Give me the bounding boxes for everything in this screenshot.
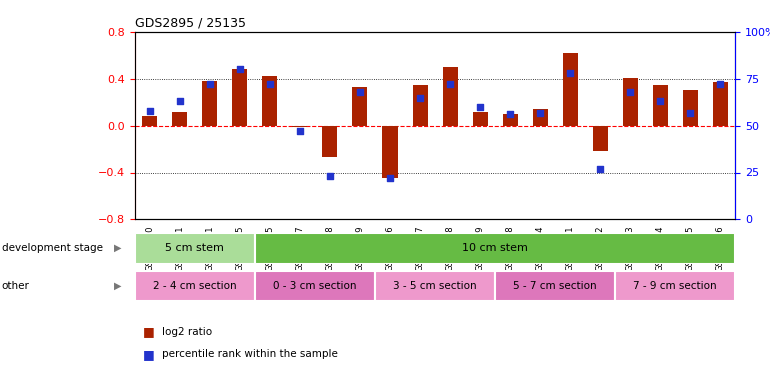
Bar (142, 116, 157, 126)
Text: percentile rank within the sample: percentile rank within the sample (162, 350, 337, 359)
Point (684, 110, 696, 116)
Point (654, 98, 666, 104)
Bar (563, 53, 578, 126)
Text: 10 cm stem: 10 cm stem (462, 243, 528, 254)
Bar (293, 126, 307, 127)
Point (534, 110, 547, 116)
Bar (233, 69, 247, 126)
Point (143, 108, 156, 114)
Text: 2 - 4 cm section: 2 - 4 cm section (153, 281, 236, 291)
Bar (413, 85, 427, 126)
Bar (323, 126, 337, 157)
Bar (135, 233, 255, 264)
Bar (533, 109, 547, 126)
Text: 7 - 9 cm section: 7 - 9 cm section (634, 281, 717, 291)
Bar (653, 85, 668, 126)
Point (474, 104, 487, 110)
Point (173, 98, 186, 104)
Point (504, 111, 516, 117)
Bar (615, 271, 735, 301)
Text: log2 ratio: log2 ratio (162, 327, 212, 337)
Point (234, 66, 246, 72)
Text: GDS2895 / 25135: GDS2895 / 25135 (135, 16, 246, 29)
Text: ■: ■ (142, 348, 154, 361)
Point (414, 94, 427, 100)
Bar (593, 126, 608, 152)
Point (715, 81, 727, 87)
Point (354, 89, 367, 95)
Text: development stage: development stage (2, 243, 102, 253)
Bar (683, 90, 698, 126)
Bar (443, 67, 457, 126)
Bar (375, 271, 495, 301)
Bar (172, 112, 187, 126)
Text: other: other (2, 281, 29, 291)
Point (444, 81, 456, 87)
Bar (623, 78, 638, 126)
Point (624, 89, 636, 95)
Text: 5 cm stem: 5 cm stem (166, 243, 224, 254)
Point (323, 173, 336, 179)
Text: 5 - 7 cm section: 5 - 7 cm section (514, 281, 597, 291)
Point (203, 81, 216, 87)
Bar (135, 271, 255, 301)
Bar (495, 271, 615, 301)
Bar (263, 76, 277, 126)
Point (263, 81, 276, 87)
Bar (203, 81, 217, 126)
Point (383, 175, 396, 181)
Text: 0 - 3 cm section: 0 - 3 cm section (273, 281, 357, 291)
Point (564, 70, 576, 76)
Point (293, 128, 306, 134)
Bar (353, 87, 367, 126)
Text: ▶: ▶ (114, 281, 122, 291)
Text: ■: ■ (142, 326, 154, 338)
Bar (383, 126, 397, 178)
Bar (503, 114, 517, 126)
Text: 3 - 5 cm section: 3 - 5 cm section (393, 281, 477, 291)
Text: ▶: ▶ (114, 243, 122, 253)
Bar (713, 82, 728, 126)
Bar (473, 112, 487, 126)
Point (594, 166, 607, 172)
Bar (255, 271, 375, 301)
Bar (255, 233, 735, 264)
